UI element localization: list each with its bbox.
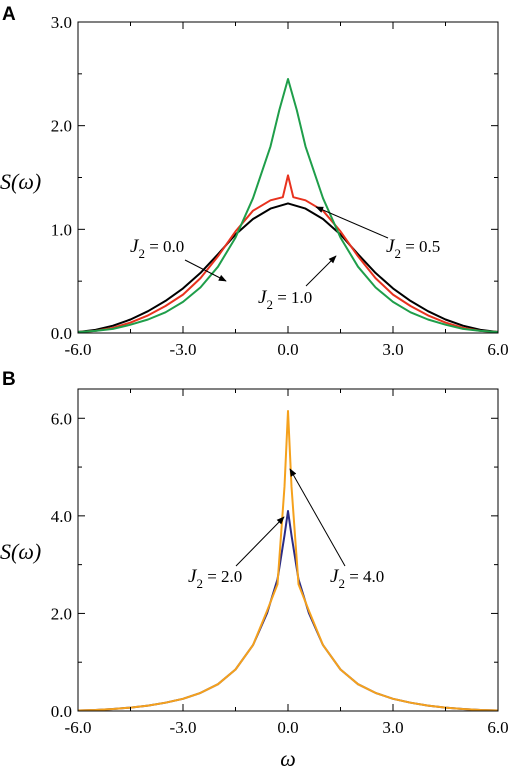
annotation-j2-2.0: J2 = 2.0 xyxy=(188,566,242,591)
y-tick-label: 2.0 xyxy=(51,604,72,623)
series-line-j2-0.5 xyxy=(77,174,499,333)
panel-a-plot-area: -6.0 -3.0 0.0 3.0 6.0 0.0 1.0 2.0 3.0 xyxy=(51,13,509,359)
arrow-j2-0.5 xyxy=(315,206,389,239)
y-tick-label: 4.0 xyxy=(51,507,72,526)
y-tick-label: 6.0 xyxy=(51,409,72,428)
x-tick-label: -3.0 xyxy=(170,340,197,359)
series-line-j2-4.0 xyxy=(77,410,499,712)
x-tick-label: 6.0 xyxy=(487,340,508,359)
plot-frame xyxy=(77,388,499,712)
panel-b-annotations: J2 = 2.0 J2 = 4.0 xyxy=(188,468,384,591)
y-tick-label: 2.0 xyxy=(51,117,72,136)
y-tick-label: 0.0 xyxy=(51,702,72,721)
panel-a: A S(ω) -6.0 -3.0 0.0 3.0 6.0 0.0 1.0 2.0 3.0 J2 … xyxy=(0,4,509,359)
arrow-j2-0.0 xyxy=(184,259,227,282)
y-tick-label: 0.0 xyxy=(51,324,72,343)
arrow-j2-1.0 xyxy=(305,255,337,287)
arrow-j2-2.0 xyxy=(235,516,285,567)
x-tick-label: 0.0 xyxy=(277,340,298,359)
panel-b-letter: B xyxy=(2,369,16,390)
panel-b-ylabel: S(ω) xyxy=(0,539,41,564)
panel-a-letter: A xyxy=(2,4,16,25)
annotation-j2-0.0: J2 = 0.0 xyxy=(130,236,184,261)
series-line-j2-0.0 xyxy=(77,202,499,333)
x-tick-label: -6.0 xyxy=(65,718,92,737)
annotation-j2-4.0: J2 = 4.0 xyxy=(330,566,384,591)
x-tick-label: 3.0 xyxy=(382,718,403,737)
x-tick-label: -3.0 xyxy=(170,718,197,737)
x-tick-label: 0.0 xyxy=(277,718,298,737)
annotation-j2-1.0: J2 = 1.0 xyxy=(258,287,312,312)
x-tick-label: 6.0 xyxy=(487,718,508,737)
x-tick-label: 3.0 xyxy=(382,340,403,359)
panel-b: B S(ω) ω -6.0 -3.0 0.0 3.0 6.0 0.0 2.0 4.0 6.0 J… xyxy=(0,369,509,771)
series-line-j2-2.0 xyxy=(77,510,499,712)
panel-b-plot-area: -6.0 -3.0 0.0 3.0 6.0 0.0 2.0 4.0 6.0 xyxy=(51,388,509,737)
arrow-j2-4.0 xyxy=(289,468,346,567)
panel-b-xlabel: ω xyxy=(280,746,296,771)
y-tick-label: 3.0 xyxy=(51,13,72,32)
panel-a-ylabel: S(ω) xyxy=(0,169,41,194)
y-tick-label: 1.0 xyxy=(51,220,72,239)
series-line-j2-1.0 xyxy=(77,78,499,333)
panel-a-annotations: J2 = 0.0 J2 = 0.5 J2 = 1.0 xyxy=(130,206,440,312)
annotation-j2-0.5: J2 = 0.5 xyxy=(386,236,440,261)
x-tick-label: -6.0 xyxy=(65,340,92,359)
